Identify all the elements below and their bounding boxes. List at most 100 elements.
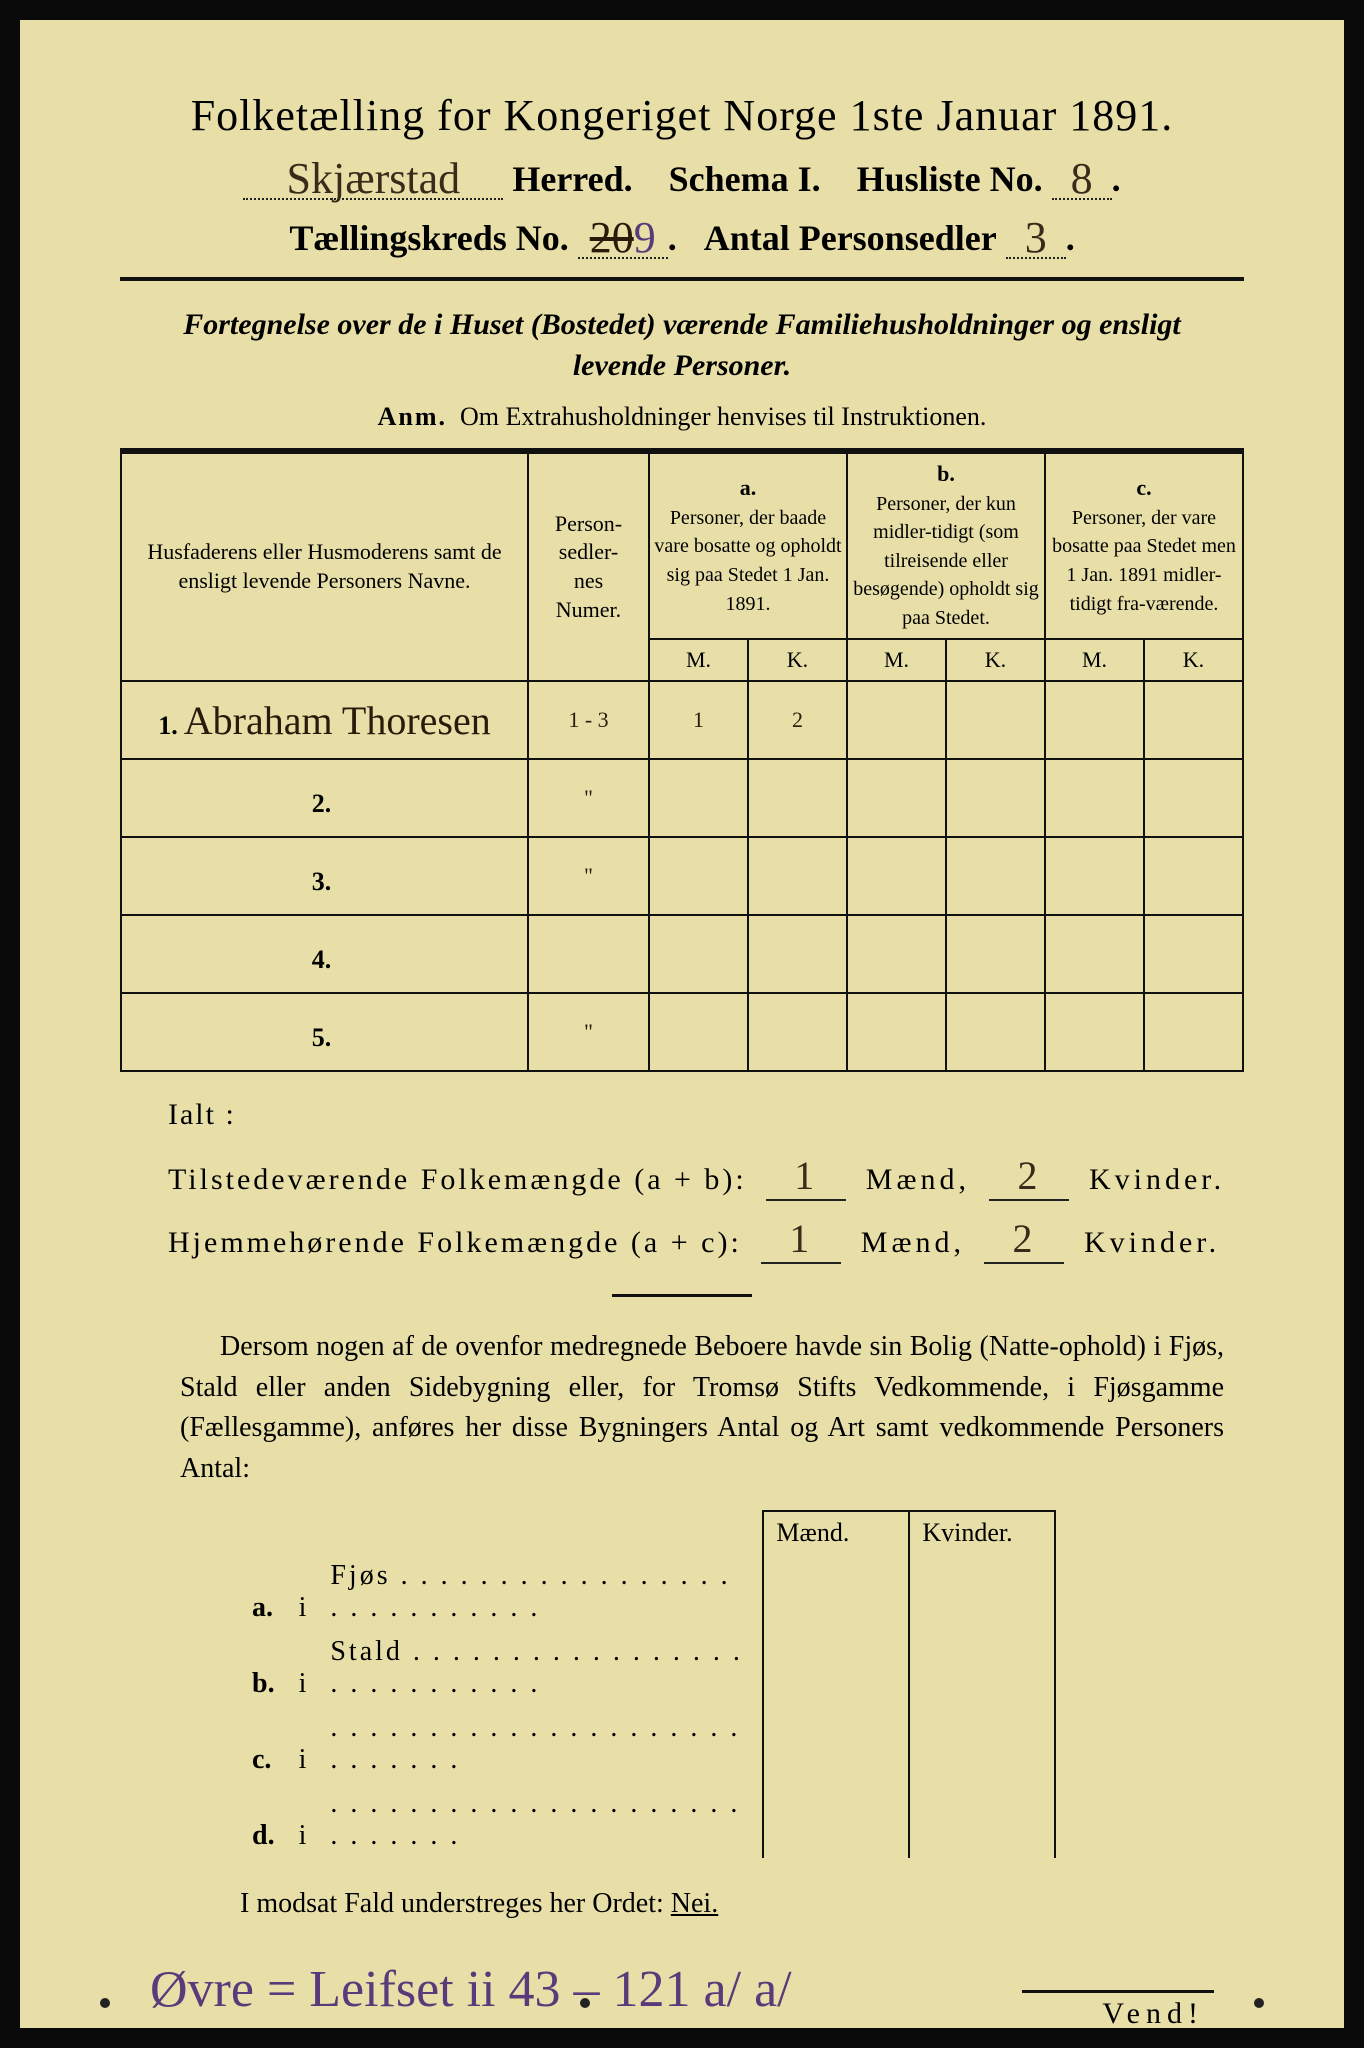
row-bM	[847, 915, 946, 993]
anm-bold: Anm.	[378, 402, 447, 431]
row-bK	[946, 993, 1045, 1071]
modsat-line: I modsat Fald understreges her Ordet: Ne…	[240, 1888, 1244, 1920]
row-bM	[847, 681, 946, 759]
sub-label: Fjøs . . . . . . . . . . . . . . . . . .…	[318, 1554, 763, 1630]
header-row-1: Skjærstad Herred. Schema I. Husliste No.…	[120, 147, 1244, 200]
col-a-k: K.	[748, 639, 847, 682]
sub-key: a.	[240, 1554, 287, 1630]
col-c-k: K.	[1144, 639, 1243, 682]
nei-word: Nei.	[671, 1888, 718, 1919]
punch-hole	[580, 1998, 590, 2008]
sub-k	[909, 1630, 1055, 1706]
row-bM	[847, 759, 946, 837]
row-cM	[1045, 915, 1144, 993]
row-cM	[1045, 759, 1144, 837]
sub-key: d.	[240, 1782, 287, 1858]
husliste-label: Husliste No.	[857, 159, 1043, 199]
ialt-block: Ialt : Tilstedeværende Folkemængde (a + …	[168, 1098, 1244, 1264]
col-b-header: b. Personer, der kun midler-tidigt (som …	[847, 453, 1045, 639]
row-cK	[1144, 681, 1243, 759]
antal-no: 3	[1025, 213, 1047, 262]
sub-m	[763, 1630, 909, 1706]
divider	[120, 277, 1244, 281]
herred-label: Herred.	[512, 159, 632, 199]
row-bK	[946, 837, 1045, 915]
col-name-header: Husfaderens eller Husmoderens samt de en…	[121, 453, 528, 681]
vend-label: Vend!	[1022, 1990, 1214, 2031]
row-cK	[1144, 837, 1243, 915]
ialt-r2-k: 2	[1012, 1216, 1036, 1261]
punch-hole	[100, 1998, 110, 2008]
row-name-cell: 1.Abraham Thoresen	[121, 681, 528, 759]
row-name-cell: 2.	[121, 759, 528, 837]
ialt-r1-m: 1	[794, 1153, 818, 1198]
row-bM	[847, 837, 946, 915]
page-title: Folketælling for Kongeriget Norge 1ste J…	[120, 90, 1244, 141]
col-c-header: c. Personer, der vare bosatte paa Stedet…	[1045, 453, 1243, 639]
subtitle-line2: levende Personer.	[573, 349, 791, 382]
sub-key: c.	[240, 1706, 287, 1782]
ialt-label: Ialt :	[168, 1098, 1244, 1132]
sub-table-row: d.i . . . . . . . . . . . . . . . . . . …	[240, 1782, 1055, 1858]
sub-table: Mænd. Kvinder. a.iFjøs . . . . . . . . .…	[240, 1510, 1056, 1858]
row-bK	[946, 759, 1045, 837]
census-form-page: Folketælling for Kongeriget Norge 1ste J…	[0, 0, 1364, 2048]
herred-handwritten: Skjærstad	[287, 154, 461, 203]
table-row: 5."	[121, 993, 1243, 1071]
col-a-m: M.	[649, 639, 748, 682]
sub-i: i	[287, 1782, 319, 1858]
ialt-row-2: Hjemmehørende Folkemængde (a + c): 1 Mæn…	[168, 1215, 1244, 1264]
kreds-label: Tællingskreds No.	[289, 218, 568, 258]
sub-i: i	[287, 1630, 319, 1706]
sub-key: b.	[240, 1630, 287, 1706]
sub-table-row: b.iStald . . . . . . . . . . . . . . . .…	[240, 1630, 1055, 1706]
sub-table-row: c.i . . . . . . . . . . . . . . . . . . …	[240, 1706, 1055, 1782]
punch-hole	[1254, 1998, 1264, 2008]
row-aM	[649, 837, 748, 915]
row-cK	[1144, 915, 1243, 993]
table-row: 2."	[121, 759, 1243, 837]
schema-label: Schema I.	[669, 159, 821, 199]
row-aK	[748, 837, 847, 915]
sub-label: . . . . . . . . . . . . . . . . . . . . …	[318, 1706, 763, 1782]
row-cM	[1045, 681, 1144, 759]
table-row: 4.	[121, 915, 1243, 993]
row-cK	[1144, 993, 1243, 1071]
col-a-header: a. Personer, der baade vare bosatte og o…	[649, 453, 847, 639]
row-name-cell: 5.	[121, 993, 528, 1071]
row-cM	[1045, 837, 1144, 915]
sub-m	[763, 1706, 909, 1782]
divider	[612, 1294, 752, 1297]
row-aK	[748, 915, 847, 993]
row-num-cell: "	[528, 837, 649, 915]
sub-table-row: a.iFjøs . . . . . . . . . . . . . . . . …	[240, 1554, 1055, 1630]
col-num-header: Person- sedler- nes Numer.	[528, 453, 649, 681]
ialt-row-1: Tilstedeværende Folkemængde (a + b): 1 M…	[168, 1152, 1244, 1201]
row-aK: 2	[748, 681, 847, 759]
row-cM	[1045, 993, 1144, 1071]
ialt-row1-label: Tilstedeværende Folkemængde (a + b):	[168, 1163, 747, 1196]
row-aK	[748, 759, 847, 837]
row-name-cell: 3.	[121, 837, 528, 915]
row-aM	[649, 759, 748, 837]
footer-handwritten: Øvre = Leifset ii 43 – 121 a/ a/	[150, 1960, 792, 2019]
row-aK	[748, 993, 847, 1071]
col-b-k: K.	[946, 639, 1045, 682]
sub-maend-head: Mænd.	[763, 1511, 909, 1554]
col-b-m: M.	[847, 639, 946, 682]
main-table: Husfaderens eller Husmoderens samt de en…	[120, 452, 1244, 1072]
sub-m	[763, 1782, 909, 1858]
sub-label: . . . . . . . . . . . . . . . . . . . . …	[318, 1782, 763, 1858]
subtitle: Fortegnelse over de i Huset (Bostedet) v…	[160, 305, 1204, 386]
row-aM	[649, 915, 748, 993]
husliste-no: 8	[1071, 154, 1093, 203]
row-num-cell	[528, 915, 649, 993]
sub-label: Stald . . . . . . . . . . . . . . . . . …	[318, 1630, 763, 1706]
ialt-r2-m: 1	[789, 1216, 813, 1261]
sub-i: i	[287, 1554, 319, 1630]
table-row: 3."	[121, 837, 1243, 915]
anm-text: Om Extrahusholdninger henvises til Instr…	[460, 402, 986, 431]
sub-kvinder-head: Kvinder.	[909, 1511, 1055, 1554]
row-aM	[649, 993, 748, 1071]
paragraph: Dersom nogen af de ovenfor medregnede Be…	[180, 1327, 1224, 1489]
